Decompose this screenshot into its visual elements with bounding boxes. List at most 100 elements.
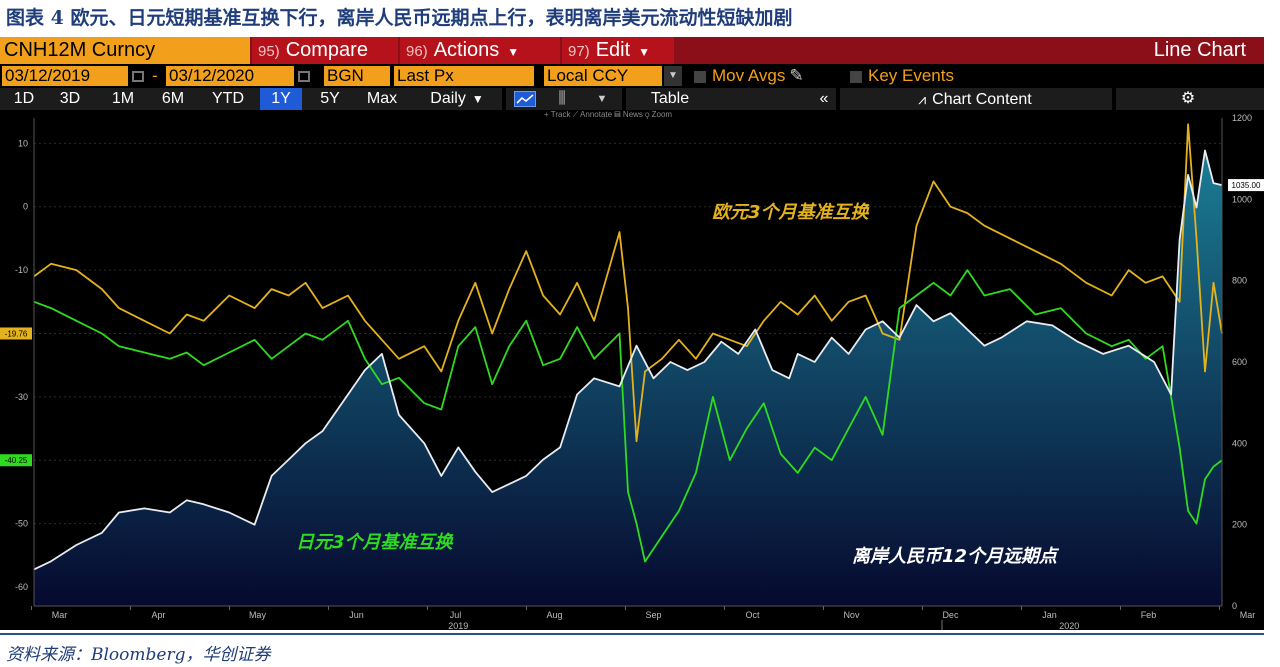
actions-label: Actions <box>433 39 500 61</box>
currency-dropdown-icon[interactable]: ▼ <box>664 66 682 86</box>
left-tick-label: -10 <box>15 265 28 275</box>
month-label: Sep <box>645 610 661 620</box>
toolbar-main: CNH12M Curncy 95) Compare 96) Actions ▼ 97)… <box>0 37 1264 64</box>
right-tick-label: 0 <box>1232 601 1237 611</box>
currency-field[interactable]: Local CCY <box>544 66 662 86</box>
toolbar-divider <box>836 88 840 110</box>
frequency-select[interactable]: Daily ▼ <box>414 88 500 110</box>
edit-button[interactable]: 97) Edit ▼ <box>562 37 674 64</box>
bloomberg-terminal: CNH12M Curncy 95) Compare 96) Actions ▼ 97)… <box>0 37 1264 630</box>
end-date-field[interactable]: 03/12/2020 <box>166 66 294 86</box>
right-tick-label: 200 <box>1232 520 1247 530</box>
left-tick-label: -50 <box>15 519 28 529</box>
edit-label: Edit <box>595 39 631 61</box>
toolbar-params: 03/12/2019 - 03/12/2020 BGN Last Px Loca… <box>0 65 1264 87</box>
year-label: 2019 <box>448 621 468 630</box>
month-label: Jan <box>1042 610 1057 620</box>
month-label: May <box>249 610 267 620</box>
toolbar-periods: 1D 3D 1M 6M YTD 1Y 5Y Max Daily ▼ ⫼ ▼ Tab… <box>0 88 1264 110</box>
actions-caret-icon: ▼ <box>507 45 520 59</box>
right-tick-label: 400 <box>1232 438 1247 448</box>
last-value-text: 1035.00 <box>1232 181 1261 190</box>
actions-number: 96) <box>406 43 428 60</box>
month-label: Mar <box>1240 610 1256 620</box>
start-calendar-icon[interactable] <box>132 66 148 86</box>
jpy-annotation: 日元3个月基准互换 <box>296 532 455 553</box>
start-date-field[interactable]: 03/12/2019 <box>2 66 128 86</box>
last-value-badge <box>0 327 32 340</box>
edit-caret-icon: ▼ <box>638 45 651 59</box>
right-tick-label: 600 <box>1232 357 1247 367</box>
ticker-field[interactable]: CNH12M Curncy <box>0 37 250 64</box>
month-label: Mar <box>52 610 68 620</box>
cnh-area-fill <box>34 150 1222 606</box>
bar-chart-icon[interactable]: ⫼ <box>558 90 566 107</box>
pencil-icon[interactable]: ✎ <box>789 66 804 85</box>
frequency-caret-icon: ▼ <box>471 92 484 106</box>
source-field[interactable]: BGN <box>324 66 390 86</box>
chart-area[interactable]: + Track ⟋ Annotate ▤ News ⚲ Zoom 10 0 -10 -… <box>0 110 1264 630</box>
right-tick-label: 1000 <box>1232 194 1252 204</box>
end-calendar-icon[interactable] <box>298 66 314 86</box>
cnh-annotation: 离岸人民币12个月远期点 <box>852 546 1060 567</box>
chart-type-label: Line Chart <box>1153 39 1246 61</box>
chart-content-icon: ⩘ <box>918 91 927 107</box>
line-chart[interactable]: + Track ⟋ Annotate ▤ News ⚲ Zoom 10 0 -10 -… <box>0 110 1264 630</box>
chart-content-button[interactable]: ⩘ Chart Content <box>842 88 1108 110</box>
chart-style-caret-icon[interactable]: ▼ <box>596 93 608 105</box>
month-label: Aug <box>546 610 562 620</box>
last-value-text: -40.25 <box>5 456 28 465</box>
chart-mini-tools[interactable]: + Track ⟋ Annotate ▤ News ⚲ Zoom <box>544 110 672 119</box>
month-label: Jul <box>450 610 462 620</box>
mov-avgs-label: Mov Avgs <box>712 66 786 85</box>
last-value-badge <box>1228 179 1264 192</box>
period-1d[interactable]: 1D <box>13 90 35 107</box>
key-events-checkbox[interactable] <box>850 70 862 83</box>
toolbar-divider <box>1112 88 1116 110</box>
line-chart-icon[interactable] <box>508 88 542 110</box>
key-events-toggle[interactable]: Key Events <box>850 66 1000 86</box>
month-label: Nov <box>843 610 860 620</box>
footer-rule <box>0 633 1264 635</box>
compare-number: 95) <box>258 43 280 60</box>
left-tick-label: -30 <box>15 392 28 402</box>
month-label: Oct <box>745 610 760 620</box>
figure-title: 图表 4 欧元、日元短期基准互换下行，离岸人民币远期点上行，表明离岸美元流动性短… <box>6 7 793 29</box>
source-note: 资料来源：Bloomberg，华创证券 <box>6 645 271 665</box>
actions-button[interactable]: 96) Actions ▼ <box>400 37 560 64</box>
last-value-text: -19.76 <box>5 329 28 338</box>
mov-avgs-checkbox[interactable] <box>694 70 706 83</box>
compare-button[interactable]: 95) Compare <box>252 37 398 64</box>
chart-content-label: Chart Content <box>932 91 1032 108</box>
period-max[interactable]: Max <box>366 90 398 107</box>
month-label: Jun <box>349 610 364 620</box>
period-6m[interactable]: 6M <box>161 90 185 107</box>
month-label: Apr <box>151 610 165 620</box>
toolbar-divider <box>622 88 626 110</box>
key-events-label: Key Events <box>868 66 954 85</box>
compare-label: Compare <box>285 39 368 61</box>
edit-number: 97) <box>568 43 590 60</box>
eur-annotation: 欧元3个月基准互换 <box>712 202 871 223</box>
table-button[interactable]: Table <box>650 90 690 107</box>
period-1y[interactable]: 1Y <box>260 88 302 110</box>
period-3d[interactable]: 3D <box>59 90 81 107</box>
mov-avgs-toggle[interactable]: Mov Avgs ✎ <box>694 66 844 86</box>
period-1m[interactable]: 1M <box>111 90 135 107</box>
period-ytd[interactable]: YTD <box>212 90 244 107</box>
frequency-label: Daily <box>430 90 466 107</box>
left-tick-label: 0 <box>23 202 28 212</box>
toolbar-divider <box>502 88 506 110</box>
month-label: Dec <box>942 610 959 620</box>
price-field[interactable]: Last Px <box>394 66 534 86</box>
eur-series-line[interactable] <box>33 123 1223 443</box>
month-label: Feb <box>1141 610 1157 620</box>
jpy-series-line[interactable] <box>33 269 1223 563</box>
right-tick-label: 1200 <box>1232 113 1252 123</box>
cnh-series-line[interactable] <box>33 149 1223 571</box>
collapse-icon[interactable]: « <box>819 90 829 107</box>
year-label: 2020 <box>1059 621 1079 630</box>
right-tick-label: 800 <box>1232 276 1247 286</box>
period-5y[interactable]: 5Y <box>320 90 340 107</box>
settings-gear-icon[interactable]: ⚙ <box>1180 90 1196 107</box>
